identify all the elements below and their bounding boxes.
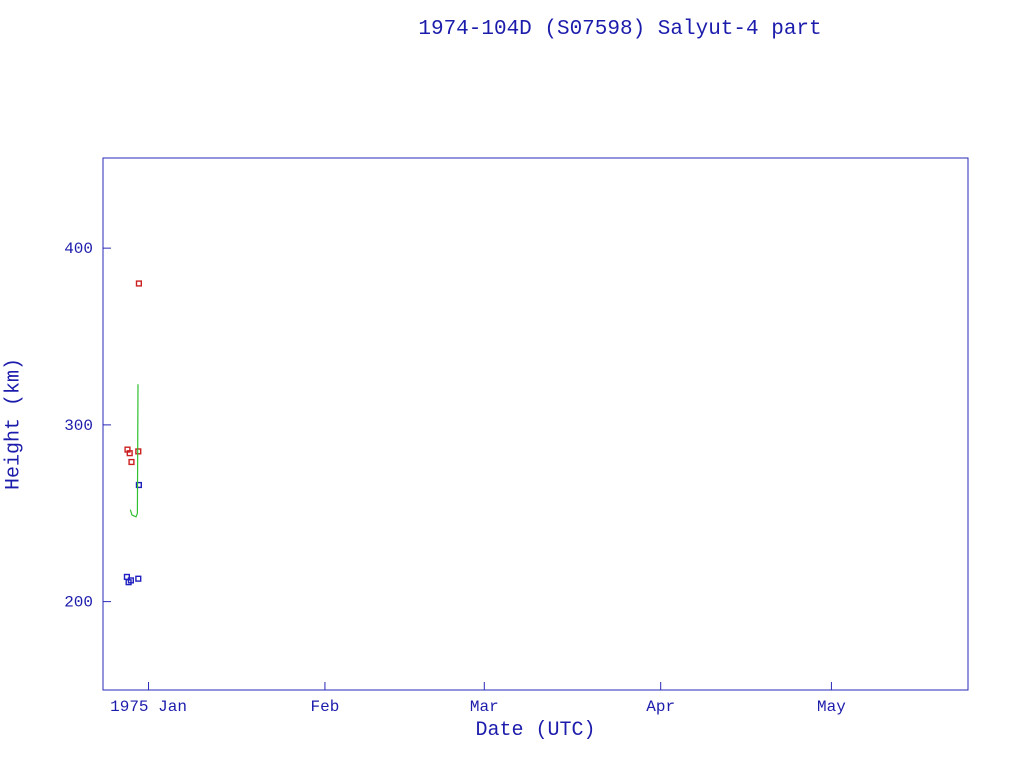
data-point-perigee-height (135, 575, 142, 582)
x-axis-label: Date (UTC) (475, 719, 596, 742)
data-point-perigee-height (135, 481, 143, 489)
chart-title: 1974-104D (S07598) Salyut-4 part (418, 18, 822, 41)
series-line-fitted-height (129, 384, 139, 518)
data-point-apogee-height (135, 448, 142, 455)
y-tick-label: 200 (64, 594, 93, 612)
data-point-perigee-height (127, 577, 135, 584)
y-tick-label: 400 (64, 240, 93, 258)
data-point-apogee-height (135, 280, 143, 287)
x-tick-label: Apr (646, 698, 675, 716)
x-tick-label: 1975 Jan (110, 698, 187, 716)
plot-frame (102, 157, 969, 691)
x-tick-label: May (817, 698, 846, 716)
x-tick-label: Feb (311, 698, 340, 716)
y-tick-label: 300 (64, 417, 93, 435)
x-tick-label: Mar (470, 698, 499, 716)
data-point-apogee-height (126, 450, 133, 457)
data-point-apogee-height (128, 458, 135, 466)
